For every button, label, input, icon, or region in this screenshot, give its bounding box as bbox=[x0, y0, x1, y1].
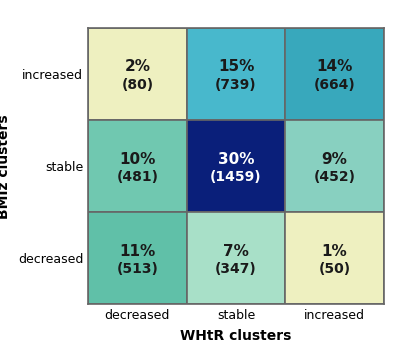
Text: 9%: 9% bbox=[322, 152, 348, 166]
Text: (481): (481) bbox=[116, 170, 158, 184]
Bar bbox=[187, 212, 285, 304]
Text: (1459): (1459) bbox=[210, 170, 262, 184]
Bar bbox=[285, 120, 384, 212]
Text: 15%: 15% bbox=[218, 59, 254, 74]
Bar bbox=[88, 28, 187, 120]
Text: 10%: 10% bbox=[119, 152, 156, 166]
Bar bbox=[187, 28, 285, 120]
Text: (80): (80) bbox=[121, 78, 153, 92]
Bar bbox=[88, 212, 187, 304]
X-axis label: WHtR clusters: WHtR clusters bbox=[180, 329, 292, 343]
Text: (739): (739) bbox=[215, 78, 257, 92]
Bar bbox=[88, 120, 187, 212]
Y-axis label: BMIz clusters: BMIz clusters bbox=[0, 114, 11, 219]
Bar bbox=[285, 212, 384, 304]
Text: (50): (50) bbox=[319, 262, 351, 276]
Bar bbox=[285, 28, 384, 120]
Text: (347): (347) bbox=[215, 262, 257, 276]
Text: (664): (664) bbox=[314, 78, 356, 92]
Text: (452): (452) bbox=[314, 170, 356, 184]
Bar bbox=[187, 120, 285, 212]
Text: 1%: 1% bbox=[322, 244, 348, 258]
Text: 11%: 11% bbox=[119, 244, 156, 258]
Text: (513): (513) bbox=[116, 262, 158, 276]
Text: 7%: 7% bbox=[223, 244, 249, 258]
Text: 14%: 14% bbox=[316, 59, 353, 74]
Text: 30%: 30% bbox=[218, 152, 254, 166]
Text: 2%: 2% bbox=[124, 59, 150, 74]
